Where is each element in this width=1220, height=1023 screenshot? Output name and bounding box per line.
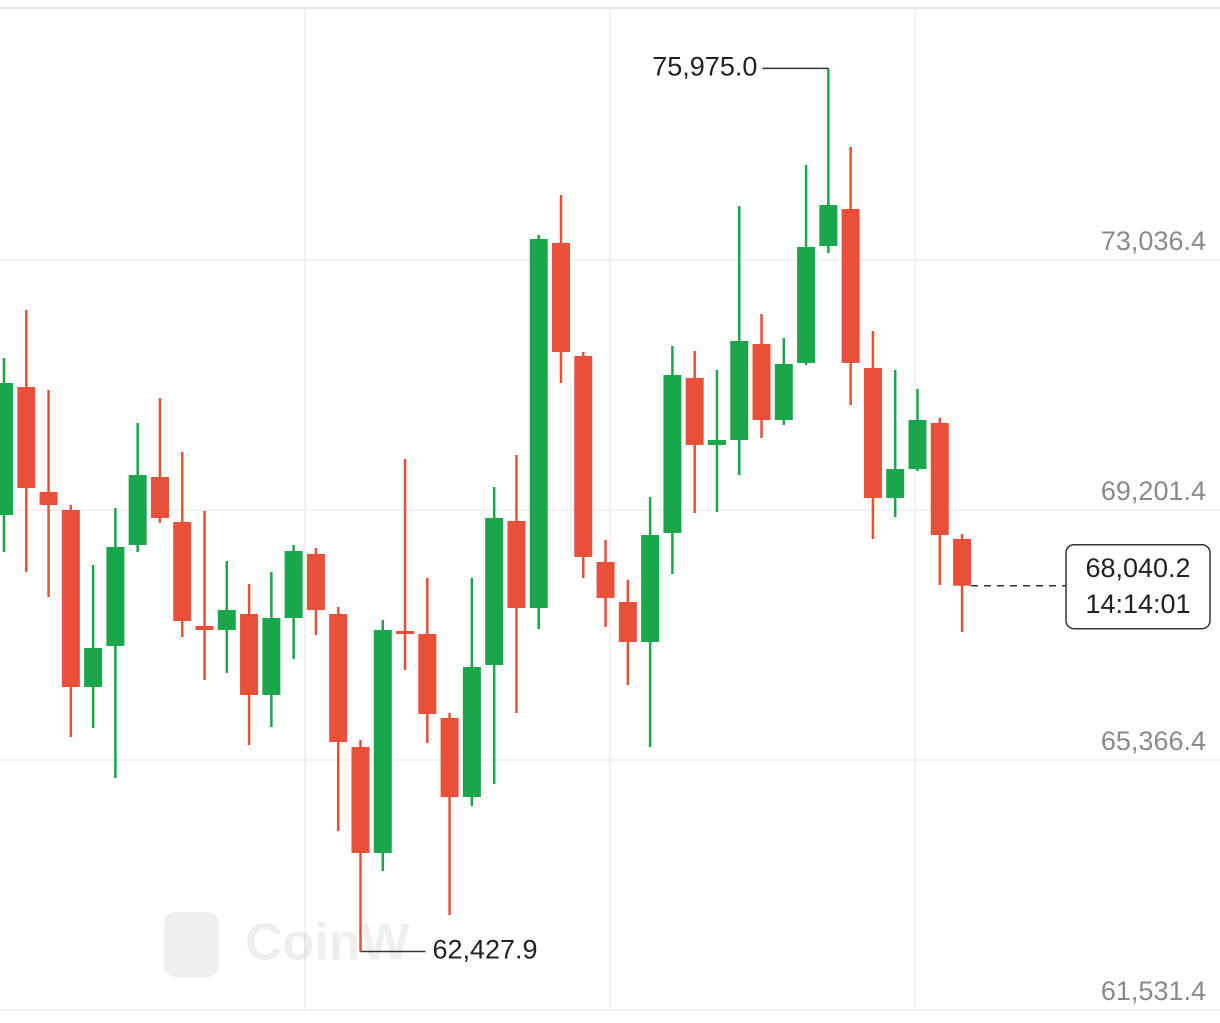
- candle-body: [284, 550, 303, 618]
- candle-body: [418, 634, 437, 715]
- watermark-text: CoinW: [245, 914, 411, 972]
- candle-body: [462, 667, 481, 797]
- watermark: CoinW: [164, 912, 411, 977]
- candle-body: [351, 746, 370, 853]
- candle-body: [819, 205, 838, 247]
- candle-body: [396, 631, 415, 635]
- candle-body: [618, 602, 637, 642]
- candle-body: [685, 378, 704, 445]
- last-price-time: 14:14:01: [1085, 589, 1190, 619]
- candle-body: [507, 520, 526, 609]
- last-price-box: [1065, 543, 1211, 630]
- candle-body: [17, 387, 36, 488]
- candle-body: [195, 625, 214, 630]
- candle-body: [173, 522, 192, 621]
- candle-body: [841, 208, 860, 363]
- candle-body: [329, 614, 348, 742]
- candle-body: [150, 476, 169, 518]
- candle-body: [797, 246, 816, 363]
- y-tick-label: 69,201.4: [1101, 476, 1206, 506]
- candle-body: [217, 609, 236, 630]
- candle-body: [485, 517, 504, 665]
- candle-body: [752, 343, 771, 421]
- candle-body: [707, 440, 726, 445]
- watermark-logo: [164, 912, 219, 977]
- candle-body: [440, 717, 459, 797]
- candle-body: [574, 355, 593, 557]
- candle-body: [61, 509, 80, 688]
- candle-body: [730, 340, 749, 441]
- candle-body: [106, 546, 125, 647]
- candle-body: [641, 534, 660, 642]
- y-tick-label: 65,366.4: [1101, 726, 1206, 756]
- candle-body: [552, 243, 570, 353]
- candle-body: [262, 617, 281, 695]
- candle-body: [930, 422, 949, 535]
- candle-body: [306, 553, 325, 610]
- candle-body: [774, 364, 793, 421]
- candle-body: [863, 367, 882, 498]
- candle-body: [84, 647, 103, 688]
- last-price-label: 68,040.2: [1085, 553, 1190, 583]
- candle-body: [908, 420, 927, 470]
- candle-body: [128, 475, 147, 545]
- candle-body: [39, 491, 58, 506]
- y-tick-label: 61,531.4: [1101, 976, 1206, 1006]
- candle-body: [953, 538, 972, 586]
- candle-body: [529, 238, 548, 609]
- low-label: 62,427.9: [432, 935, 537, 965]
- y-tick-label: 73,036.4: [1101, 226, 1206, 256]
- candle-body: [240, 614, 259, 695]
- candle-body: [0, 382, 13, 515]
- candle-body: [886, 469, 905, 498]
- high-label: 75,975.0: [652, 52, 757, 82]
- candle-body: [596, 561, 615, 598]
- candle-body: [373, 629, 392, 853]
- candle-body: [663, 375, 682, 533]
